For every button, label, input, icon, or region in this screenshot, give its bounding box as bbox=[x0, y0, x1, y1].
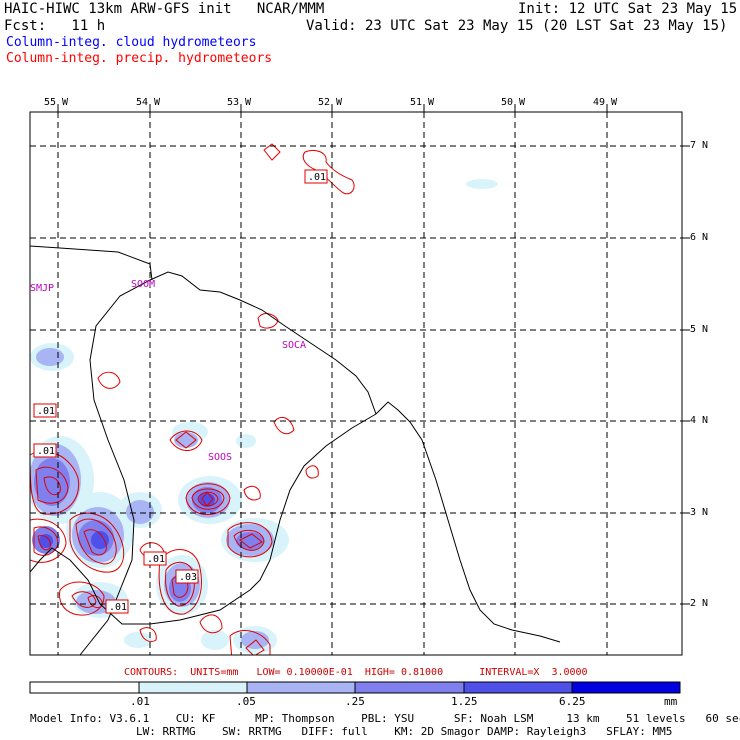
lat-label: 3 N bbox=[690, 507, 709, 518]
colorbar-label: 1.25 bbox=[451, 695, 478, 708]
lat-label: 4 N bbox=[690, 415, 709, 426]
legend-cloud-hydrometeors: Column-integ. cloud hydrometeors bbox=[6, 35, 257, 50]
model-info-line-2: LW: RRTMG SW: RRTMG DIFF: full KM: 2D Sm… bbox=[30, 725, 673, 738]
contour-label: .01 bbox=[308, 172, 326, 183]
valid-time: Valid: 23 UTC Sat 23 May 15 (20 LST Sat … bbox=[306, 18, 728, 34]
contour-label-boxes bbox=[33, 169, 328, 614]
lat-label: 7 N bbox=[690, 140, 709, 151]
forecast-hour: Fcst: 11 h bbox=[4, 18, 106, 34]
colorbar-label: .01 bbox=[130, 695, 150, 708]
contour-info: CONTOURS: UNITS=mm LOW= 0.10000E-01 HIGH… bbox=[124, 667, 588, 678]
contour-label: .03 bbox=[179, 572, 197, 583]
plot-title: HAIC-HIWC 13km ARW-GFS init NCAR/MMM bbox=[4, 1, 325, 17]
colorbar-units: mm bbox=[664, 695, 678, 708]
contour-label: .01 bbox=[37, 406, 55, 417]
lon-label: 49 W bbox=[593, 97, 618, 108]
station-label-soos: SOOS bbox=[208, 452, 233, 463]
map-frame bbox=[29, 111, 683, 656]
colorbar-label: .25 bbox=[345, 695, 365, 708]
contour-label: .01 bbox=[109, 602, 127, 613]
colorbar bbox=[29, 681, 681, 694]
lat-label: 5 N bbox=[690, 324, 709, 335]
lon-label: 50 W bbox=[501, 97, 526, 108]
lon-label: 55 W bbox=[44, 97, 69, 108]
lat-label: 2 N bbox=[690, 598, 709, 609]
station-label-soca: SOCA bbox=[282, 340, 307, 351]
contour-label: .01 bbox=[37, 446, 55, 457]
colorbar-label: .05 bbox=[236, 695, 256, 708]
init-time: Init: 12 UTC Sat 23 May 15 bbox=[518, 1, 738, 17]
legend-precip-hydrometeors: Column-integ. precip. hydrometeors bbox=[6, 51, 273, 66]
graticule bbox=[30, 112, 682, 655]
lon-label: 53 W bbox=[227, 97, 252, 108]
lon-label: 52 W bbox=[318, 97, 343, 108]
station-label-smjp: SMJP bbox=[30, 283, 55, 294]
lon-label: 51 W bbox=[410, 97, 435, 108]
lat-label: 6 N bbox=[690, 232, 709, 243]
contour-label: .01 bbox=[147, 554, 165, 565]
lon-label: 54 W bbox=[136, 97, 161, 108]
model-info-line-1: Model Info: V3.6.1 CU: KF MP: Thompson P… bbox=[30, 712, 740, 725]
station-label-soom: SOOM bbox=[131, 279, 156, 290]
colorbar-label: 6.25 bbox=[559, 695, 586, 708]
